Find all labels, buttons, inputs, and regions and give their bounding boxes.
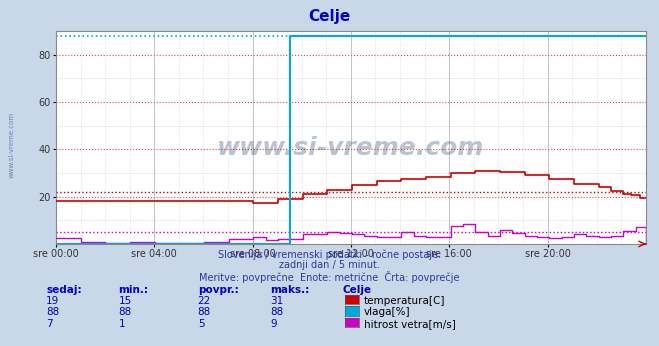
Text: 88: 88 — [270, 307, 283, 317]
Text: 7: 7 — [46, 319, 53, 329]
Text: maks.:: maks.: — [270, 285, 310, 295]
Text: sedaj:: sedaj: — [46, 285, 82, 295]
Text: 15: 15 — [119, 296, 132, 306]
Text: 5: 5 — [198, 319, 204, 329]
Text: 22: 22 — [198, 296, 211, 306]
Text: Celje: Celje — [343, 285, 372, 295]
Text: Meritve: povprečne  Enote: metrične  Črta: povprečje: Meritve: povprečne Enote: metrične Črta:… — [199, 271, 460, 283]
Text: 31: 31 — [270, 296, 283, 306]
Text: 9: 9 — [270, 319, 277, 329]
Text: vlaga[%]: vlaga[%] — [364, 307, 411, 317]
Text: povpr.:: povpr.: — [198, 285, 239, 295]
Text: Slovenija / vremenski podatki - ročne postaje.: Slovenija / vremenski podatki - ročne po… — [218, 250, 441, 260]
Text: 88: 88 — [119, 307, 132, 317]
Text: 1: 1 — [119, 319, 125, 329]
Text: zadnji dan / 5 minut.: zadnji dan / 5 minut. — [279, 260, 380, 270]
Text: 88: 88 — [198, 307, 211, 317]
Text: Celje: Celje — [308, 9, 351, 24]
Text: www.si-vreme.com: www.si-vreme.com — [217, 136, 484, 160]
Text: hitrost vetra[m/s]: hitrost vetra[m/s] — [364, 319, 455, 329]
Text: min.:: min.: — [119, 285, 149, 295]
Text: temperatura[C]: temperatura[C] — [364, 296, 445, 306]
Text: 19: 19 — [46, 296, 59, 306]
Text: 88: 88 — [46, 307, 59, 317]
Text: www.si-vreme.com: www.si-vreme.com — [9, 112, 15, 179]
